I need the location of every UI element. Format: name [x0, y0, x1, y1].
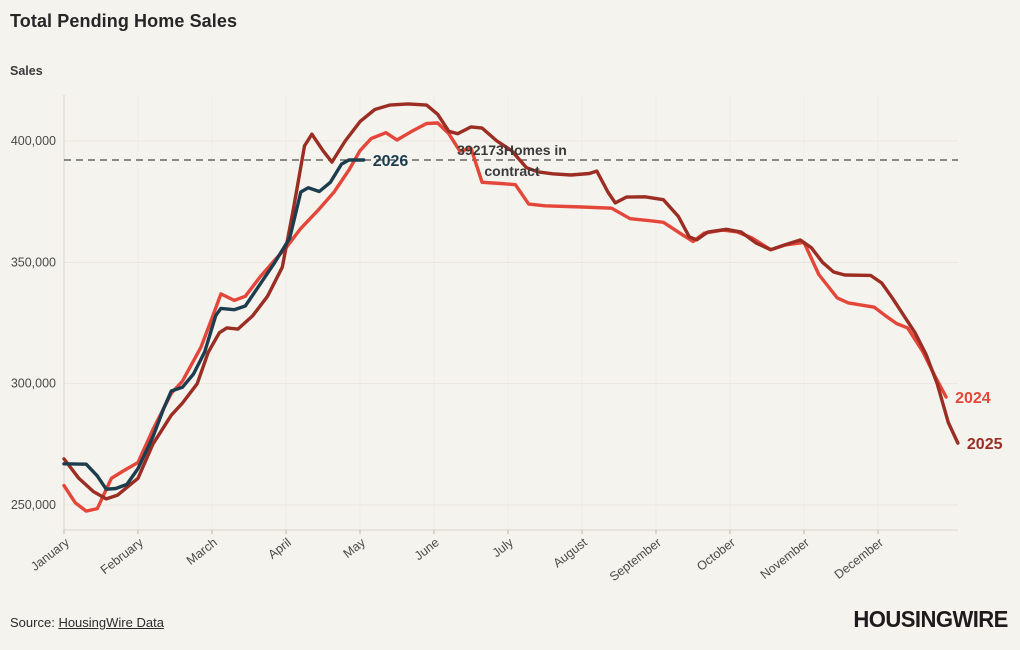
series-label-2026: 2026 [373, 153, 409, 170]
x-axis-month-label: December [832, 535, 886, 582]
x-axis-month-label: July [490, 535, 517, 560]
y-axis-tick-label: 400,000 [11, 134, 56, 148]
reference-annotation-line1: 392173Homes in [457, 142, 567, 158]
reference-annotation-line2: contract [484, 163, 540, 179]
x-axis-month-label: November [758, 535, 812, 582]
source-prefix: Source: [10, 615, 55, 630]
housingwire-logo: HOUSINGWIRE [853, 606, 1009, 632]
y-axis-tick-label: 250,000 [11, 498, 56, 512]
x-axis-month-label: May [341, 535, 369, 561]
line-2024 [62, 121, 948, 513]
series-label-2025: 2025 [967, 436, 1003, 453]
source-note: Source: HousingWire Data [10, 615, 164, 630]
x-axis-month-label: January [28, 535, 72, 574]
x-axis-month-label: March [184, 535, 220, 567]
y-axis-title: Sales [10, 64, 43, 78]
x-axis-month-label: October [694, 535, 738, 573]
page-title: Total Pending Home Sales [10, 11, 238, 31]
x-axis-month-label: August [551, 535, 591, 570]
x-axis-month-label: September [607, 535, 664, 584]
series-label-2024: 2024 [955, 390, 991, 407]
x-axis-month-label: June [412, 535, 442, 563]
source-link[interactable]: HousingWire Data [58, 615, 164, 630]
line-2025 [62, 102, 960, 501]
y-axis-tick-label: 350,000 [11, 255, 56, 269]
y-axis-tick-label: 300,000 [11, 377, 56, 391]
line-2026 [62, 158, 366, 491]
x-axis-month-label: April [266, 535, 294, 561]
x-axis-month-label: February [98, 535, 147, 577]
